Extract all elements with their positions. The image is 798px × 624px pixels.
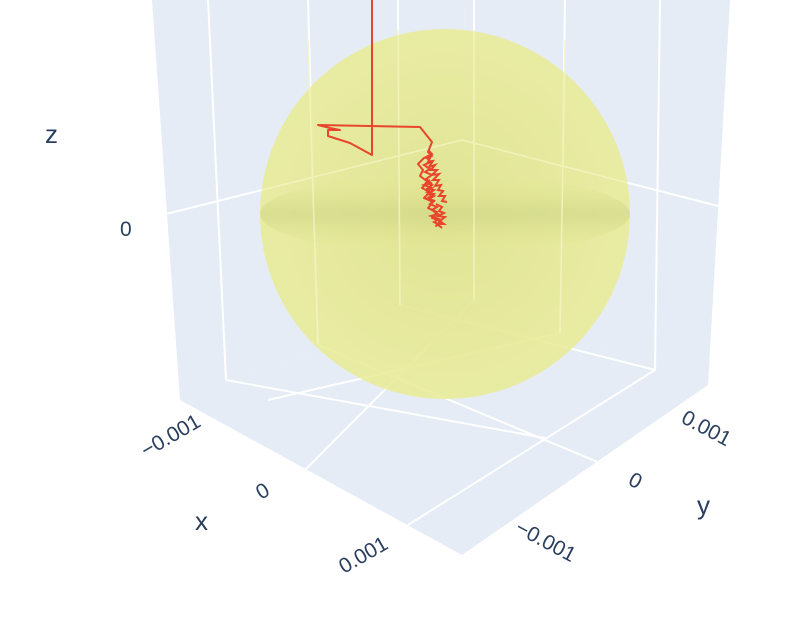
sphere-equator-band bbox=[260, 174, 630, 254]
y-tick-label: 0.001 bbox=[678, 406, 735, 451]
floor-plane bbox=[180, 300, 708, 555]
z-axis-title: z bbox=[45, 119, 58, 149]
x-axis-title: x bbox=[195, 506, 208, 536]
trajectory-cluster[interactable] bbox=[420, 149, 448, 229]
sphere-surface[interactable] bbox=[260, 29, 630, 399]
z-tick-label: 0 bbox=[120, 218, 132, 241]
x-tick-label: 0 bbox=[252, 479, 274, 505]
z-axis: z 0 bbox=[45, 119, 132, 241]
y-tick-label: 0 bbox=[625, 468, 646, 494]
trajectory-series[interactable] bbox=[317, 0, 448, 229]
x-tick-label: −0.001 bbox=[137, 410, 205, 462]
y-axis-title: y bbox=[697, 490, 710, 520]
y-tick-label: −0.001 bbox=[512, 516, 580, 567]
x-tick-label: 0.001 bbox=[335, 532, 392, 578]
